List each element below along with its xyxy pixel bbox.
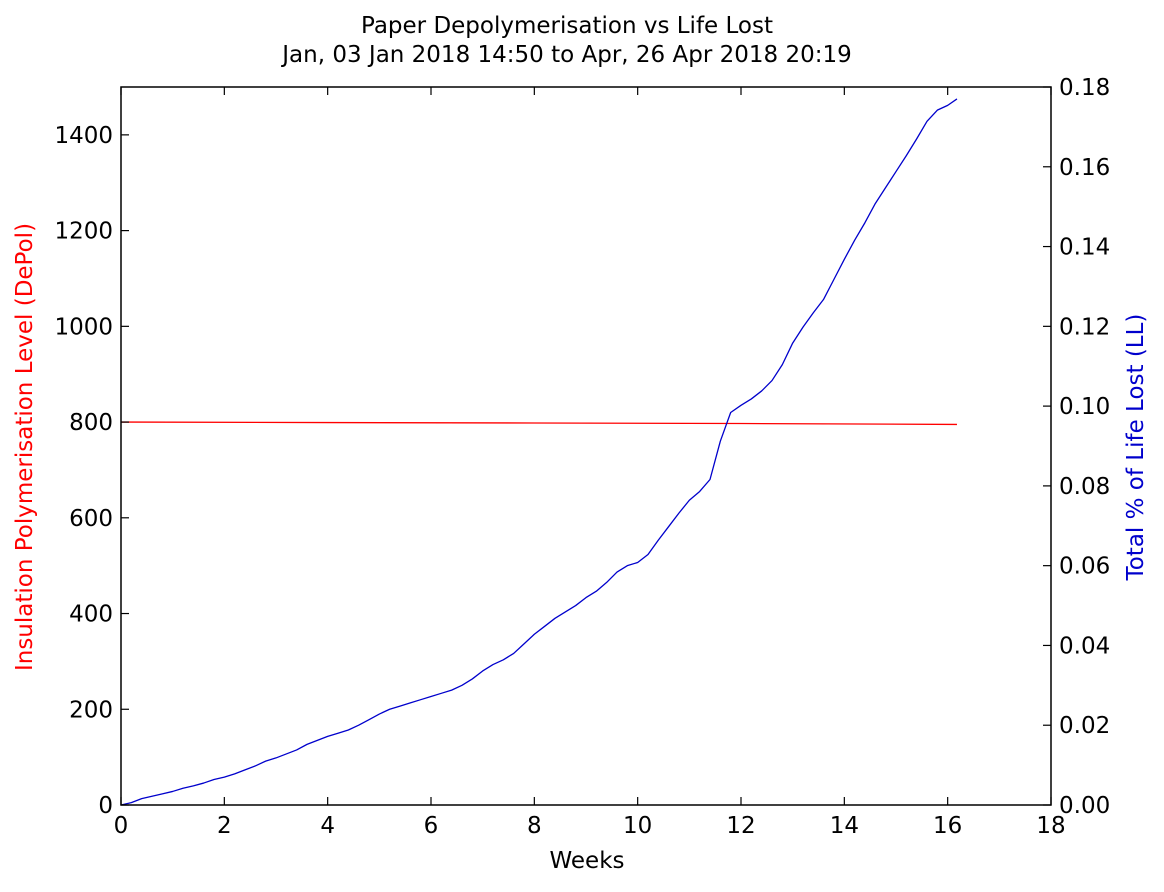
- x-tick-label: 6: [424, 813, 439, 839]
- series-line-depol: [120, 421, 957, 426]
- y-right-tick-label: 0.06: [1059, 554, 1110, 580]
- y-left-tick-label: 600: [69, 506, 113, 532]
- y-left-tick-label: 1000: [54, 314, 113, 340]
- x-tick-label: 4: [320, 813, 335, 839]
- x-axis-label: Weeks: [550, 848, 625, 874]
- x-tick-label: 16: [933, 813, 962, 839]
- chart-title: Paper Depolymerisation vs Life Lost: [361, 13, 773, 39]
- plot-layer: [120, 98, 958, 806]
- x-tick-label: 8: [527, 813, 542, 839]
- x-tick-label: 12: [726, 813, 755, 839]
- y-left-tick-label: 0: [98, 793, 113, 819]
- y-axis-label-right: Total % of Life Lost (LL): [1123, 314, 1149, 582]
- y-right-tick-label: 0.12: [1059, 314, 1110, 340]
- x-tick-label: 18: [1036, 813, 1065, 839]
- x-tick-label: 0: [114, 813, 129, 839]
- y-right-tick-label: 0.14: [1059, 235, 1110, 261]
- y-left-tick-label: 800: [69, 410, 113, 436]
- chart-subtitle: Jan, 03 Jan 2018 14:50 to Apr, 26 Apr 20…: [280, 42, 851, 68]
- y-axis-label-left: Insulation Polymerisation Level (DePol): [12, 223, 38, 671]
- x-tick-label: 14: [830, 813, 859, 839]
- y-right-tick-label: 0.16: [1059, 155, 1110, 181]
- y-right-tick-label: 0.08: [1059, 474, 1110, 500]
- y-right-tick-label: 0.02: [1059, 713, 1110, 739]
- y-right-tick-label: 0.00: [1059, 793, 1110, 819]
- y-left-tick-label: 200: [69, 697, 113, 723]
- y-left-tick-label: 1200: [54, 219, 113, 245]
- y-right-tick-label: 0.18: [1059, 75, 1110, 101]
- axes-layer: 0 2 4 6 8 10 12 14 16 18 0 200 400 600 800 1000 1200 1400…: [54, 75, 1110, 839]
- y-left-tick-label: 400: [69, 602, 113, 628]
- y-left-tick-label: 1400: [54, 123, 113, 149]
- x-tick-label: 2: [217, 813, 232, 839]
- x-tick-label: 10: [623, 813, 652, 839]
- plot-frame: [120, 86, 1052, 806]
- series-line-life-lost: [120, 98, 958, 806]
- y-right-tick-label: 0.04: [1059, 633, 1110, 659]
- y-right-tick-label: 0.10: [1059, 394, 1110, 420]
